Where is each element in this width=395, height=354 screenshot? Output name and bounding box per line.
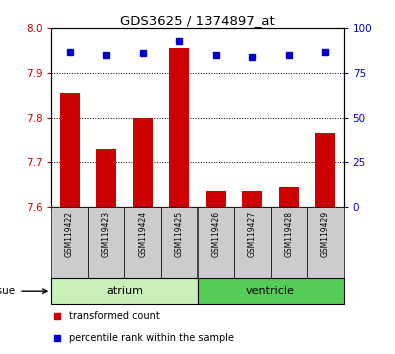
Bar xyxy=(279,187,299,207)
Text: GSM119425: GSM119425 xyxy=(175,211,184,257)
Bar xyxy=(51,278,198,304)
Title: GDS3625 / 1374897_at: GDS3625 / 1374897_at xyxy=(120,14,275,27)
Text: GSM119423: GSM119423 xyxy=(102,211,111,257)
Text: GSM119429: GSM119429 xyxy=(321,211,330,257)
Text: GSM119427: GSM119427 xyxy=(248,211,257,257)
Bar xyxy=(161,207,198,278)
Text: percentile rank within the sample: percentile rank within the sample xyxy=(69,332,234,343)
Bar xyxy=(234,207,271,278)
Text: GSM119424: GSM119424 xyxy=(138,211,147,257)
Bar xyxy=(315,133,335,207)
Bar xyxy=(198,207,234,278)
Text: GSM119426: GSM119426 xyxy=(211,211,220,257)
Bar xyxy=(206,192,226,207)
Bar xyxy=(198,278,344,304)
Bar xyxy=(88,207,124,278)
Bar xyxy=(242,192,262,207)
Bar xyxy=(133,118,153,207)
Bar xyxy=(271,207,307,278)
Text: ventricle: ventricle xyxy=(246,286,295,296)
Bar xyxy=(51,207,88,278)
Bar xyxy=(96,149,116,207)
Bar xyxy=(60,93,80,207)
Bar xyxy=(124,207,161,278)
Text: atrium: atrium xyxy=(106,286,143,296)
Bar xyxy=(169,48,189,207)
Bar xyxy=(307,207,344,278)
Text: transformed count: transformed count xyxy=(69,311,160,321)
Text: GSM119422: GSM119422 xyxy=(65,211,74,257)
Text: GSM119428: GSM119428 xyxy=(284,211,293,257)
Text: tissue: tissue xyxy=(0,286,47,296)
